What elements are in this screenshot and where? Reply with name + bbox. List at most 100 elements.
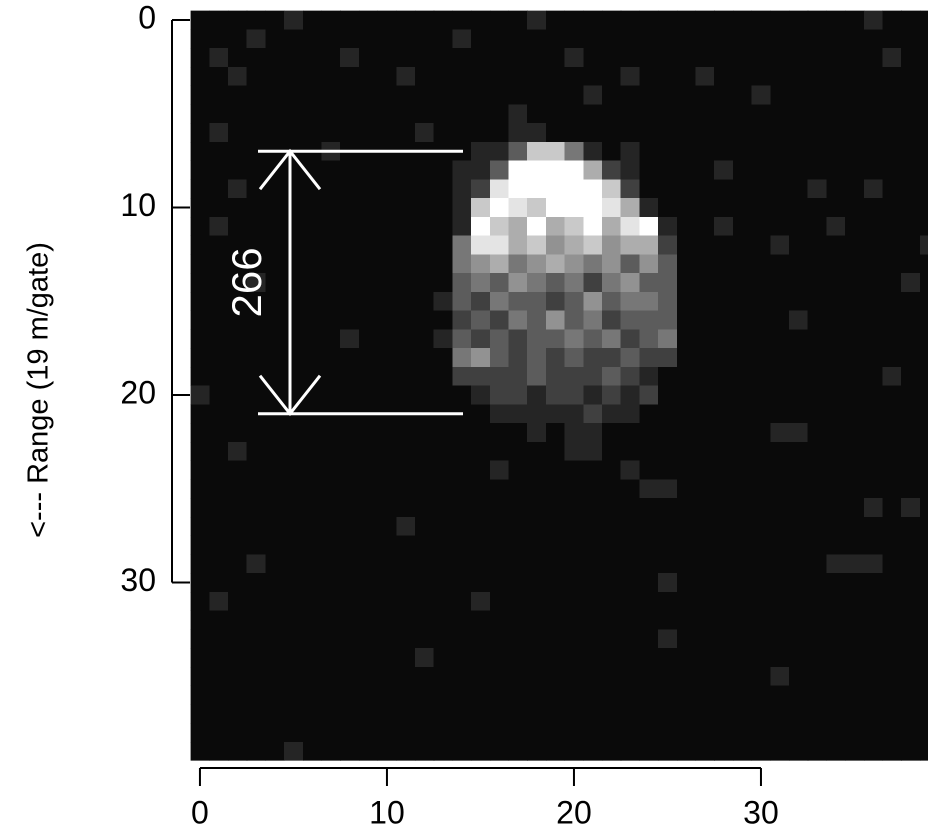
cell (284, 66, 304, 87)
cell (228, 423, 248, 443)
cell (396, 648, 416, 668)
cell (658, 179, 678, 199)
cell (882, 141, 902, 162)
cell (415, 179, 435, 199)
cell (714, 198, 734, 218)
cell (246, 723, 267, 743)
cell (265, 479, 285, 499)
cell (695, 216, 715, 237)
cell (807, 479, 828, 499)
cell (751, 423, 771, 443)
cell (564, 591, 584, 612)
cell (714, 516, 734, 537)
cell (919, 104, 928, 124)
cell (527, 254, 547, 274)
cell (265, 216, 285, 237)
cell (265, 460, 285, 480)
cell (209, 629, 229, 649)
cell (732, 741, 753, 761)
cell (845, 704, 865, 724)
cell (789, 423, 809, 443)
cell (882, 666, 902, 687)
cell (882, 254, 902, 274)
cell (396, 198, 416, 218)
cell (377, 385, 397, 405)
cell (714, 310, 734, 330)
cell (863, 160, 884, 180)
cell (676, 29, 697, 49)
cell (302, 29, 323, 49)
cell (471, 404, 491, 424)
cell (545, 48, 566, 68)
cell (209, 479, 229, 499)
cell (545, 141, 566, 162)
cell (190, 535, 210, 555)
cell (190, 479, 210, 499)
cell (209, 104, 229, 124)
cell (190, 48, 210, 68)
cell (602, 591, 622, 612)
cell (433, 273, 454, 293)
cell (845, 554, 865, 574)
cell (508, 479, 528, 499)
cell (583, 310, 603, 330)
cell (302, 685, 323, 705)
cell (901, 10, 921, 30)
cell (489, 216, 510, 237)
cell (882, 591, 902, 612)
cell (770, 160, 790, 180)
cell (209, 10, 229, 30)
cell (658, 385, 678, 405)
cell (358, 291, 379, 312)
cell (602, 535, 622, 555)
cell (564, 254, 584, 274)
cell (583, 385, 603, 405)
cell (770, 648, 790, 668)
cell (901, 141, 921, 162)
cell (302, 741, 323, 761)
cell (714, 591, 734, 612)
cell (732, 591, 753, 612)
cell (302, 441, 323, 462)
cell (583, 666, 603, 687)
cell (545, 498, 566, 518)
cell (863, 366, 884, 387)
cell (508, 141, 528, 162)
cell (358, 310, 379, 330)
cell (863, 104, 884, 124)
cell (807, 535, 828, 555)
cell (265, 198, 285, 218)
cell (209, 723, 229, 743)
cell (358, 423, 379, 443)
cell (489, 479, 510, 499)
cell (377, 235, 397, 255)
cell (358, 104, 379, 124)
cell (415, 723, 435, 743)
cell (321, 704, 341, 724)
cell (770, 704, 790, 724)
cell (527, 535, 547, 555)
cell (602, 123, 622, 143)
cell (284, 310, 304, 330)
cell (583, 629, 603, 649)
cell (658, 498, 678, 518)
cell (377, 216, 397, 237)
cell (265, 629, 285, 649)
cell (358, 48, 379, 68)
cell (620, 85, 641, 105)
cell (770, 141, 790, 162)
cell (209, 66, 229, 87)
cell (377, 479, 397, 499)
cell (489, 291, 510, 312)
cell (695, 648, 715, 668)
cell (732, 629, 753, 649)
cell (358, 535, 379, 555)
cell (471, 329, 491, 349)
cell (209, 441, 229, 462)
cell (602, 66, 622, 87)
cell (377, 704, 397, 724)
cell (452, 516, 472, 537)
cell (639, 291, 659, 312)
cell (826, 610, 846, 630)
cell (340, 685, 360, 705)
